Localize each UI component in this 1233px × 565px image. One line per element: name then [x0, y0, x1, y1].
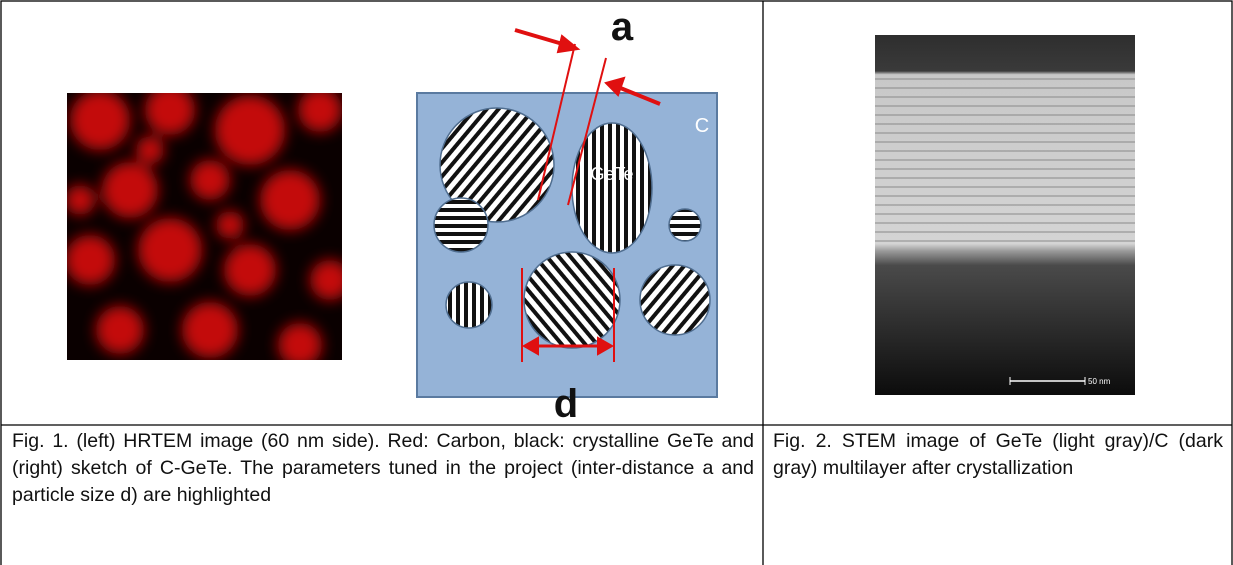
- caption: Fig. 1. (left) HRTEM image (60 nm side).…: [12, 428, 754, 509]
- scale-bar-label: 50 nm: [1088, 377, 1111, 386]
- stem-image: 50 nm: [875, 35, 1135, 395]
- hrtem-image: [65, 85, 350, 367]
- label-carbon: C: [695, 115, 709, 137]
- sketch: a C GeTe d: [417, 5, 717, 426]
- label-gete: GeTe: [590, 164, 633, 184]
- page: a C GeTe d 50 nm Fig. 1. (left) HRTEM im…: [0, 0, 1233, 565]
- label-a: a: [611, 5, 634, 49]
- caption: Fig. 2. STEM image of GeTe (light gray)/…: [773, 428, 1223, 482]
- label-d: d: [554, 382, 578, 426]
